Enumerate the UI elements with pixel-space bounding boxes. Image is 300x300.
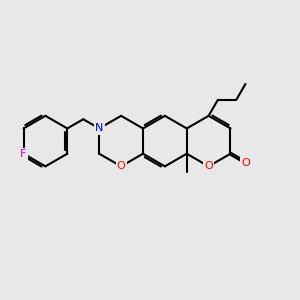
Text: N: N: [95, 124, 103, 134]
Text: O: O: [117, 161, 125, 171]
Text: O: O: [204, 161, 213, 171]
Text: F: F: [20, 149, 27, 159]
Text: O: O: [242, 158, 250, 168]
